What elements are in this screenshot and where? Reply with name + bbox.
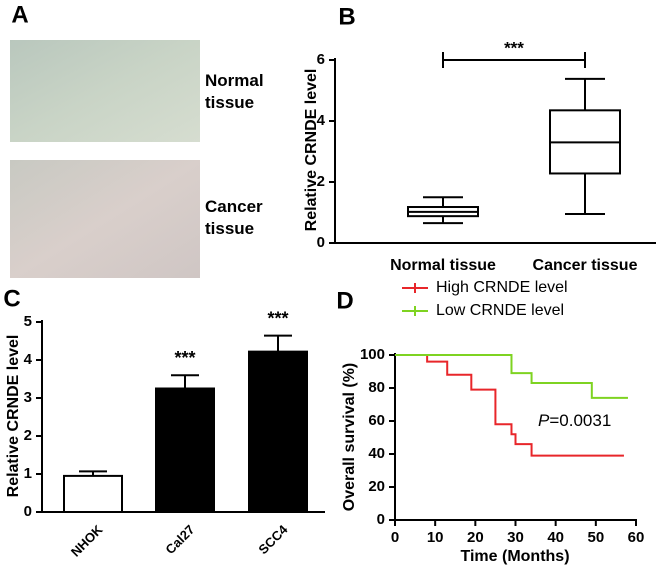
x-tick-label: 20: [467, 529, 484, 546]
bar: [155, 387, 215, 513]
x-tick-label: NHOK: [68, 522, 106, 560]
x-tick-label: Normal tissue: [390, 257, 496, 274]
legend-swatch: [402, 306, 428, 316]
y-tick-label: 80: [368, 379, 385, 396]
panel-label: A: [11, 1, 28, 28]
bar: [248, 350, 308, 514]
y-tick-label: 0: [377, 511, 385, 528]
annotation: ***: [174, 348, 195, 368]
y-tick-label: 0: [24, 503, 32, 520]
survival-line: [395, 354, 624, 457]
y-axis-label: Relative CRNDE level: [5, 335, 22, 498]
survival-line: [395, 354, 628, 399]
panel-label: B: [338, 3, 355, 30]
annotation: ***: [504, 38, 524, 57]
y-tick-label: 100: [360, 346, 385, 363]
annotation: ***: [267, 308, 288, 328]
y-tick-label: 6: [317, 51, 325, 68]
x-tick-label: 0: [391, 529, 399, 546]
bar: [63, 474, 123, 513]
y-tick-label: 2: [317, 173, 325, 190]
y-tick-label: 40: [368, 445, 385, 462]
x-tick-label: Cancer tissue: [533, 257, 638, 274]
x-tick-label: 40: [547, 529, 564, 546]
y-tick-label: 0: [317, 234, 325, 251]
x-tick-label: SCC4: [255, 521, 291, 557]
legend-label: High CRNDE level: [436, 279, 568, 296]
micrograph: [10, 160, 200, 278]
y-tick-label: 5: [24, 313, 32, 330]
y-tick-label: 1: [24, 465, 32, 482]
x-tick-label: 60: [628, 529, 645, 546]
y-tick-label: 20: [368, 478, 385, 495]
legend-label: Low CRNDE level: [436, 302, 564, 319]
y-tick-label: 2: [24, 427, 32, 444]
x-tick-label: 30: [507, 529, 524, 546]
image-label: Cancer tissue: [205, 197, 263, 238]
y-tick-label: 3: [24, 389, 32, 406]
p-annotation: P=0.0031: [538, 411, 611, 430]
y-axis-label: Overall survival (%): [341, 363, 358, 512]
y-axis-label: Relative CRNDE level: [303, 69, 320, 232]
p-label: P: [538, 411, 550, 430]
significance-bar: [442, 52, 586, 68]
y-tick-label: 4: [24, 351, 33, 368]
p-value: =0.0031: [549, 411, 611, 430]
x-axis-label: Time (Months): [460, 548, 569, 565]
panel-label: C: [3, 285, 20, 312]
x-tick-label: 50: [587, 529, 604, 546]
y-tick-label: 4: [317, 112, 326, 129]
y-tick-label: 60: [368, 412, 385, 429]
image-label: Normal tissue: [205, 71, 264, 112]
micrograph: [10, 40, 200, 142]
panel-label: D: [336, 287, 353, 314]
legend-swatch: [402, 283, 428, 293]
x-tick-label: Cal27: [162, 522, 197, 557]
x-tick-label: 10: [427, 529, 444, 546]
